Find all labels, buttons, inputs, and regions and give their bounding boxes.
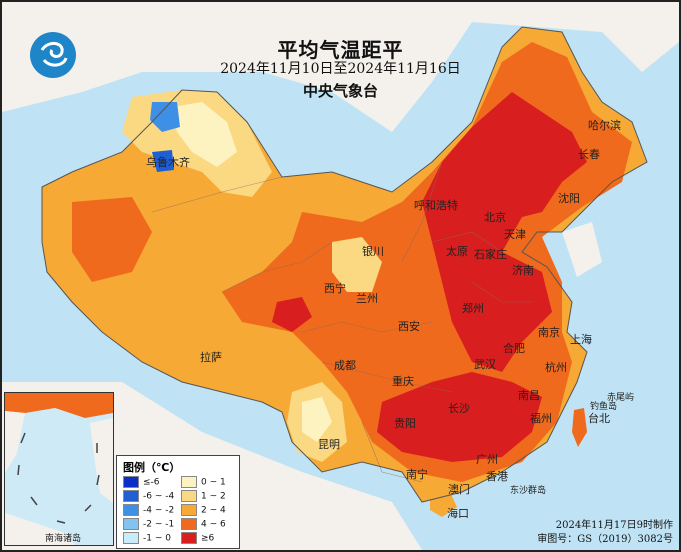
cma-logo (30, 32, 76, 78)
legend-swatch (181, 532, 197, 544)
south-china-sea-inset: 南海诸岛 (4, 392, 114, 546)
city-label: 西宁 (324, 282, 346, 295)
zone-4-6-west (72, 197, 152, 282)
city-label: 上海 (570, 333, 592, 346)
zone-cold-1 (150, 102, 180, 132)
city-label: 南宁 (406, 468, 428, 481)
city-label: 澳门 (448, 483, 470, 496)
legend-item: 4 ~ 6 (181, 518, 226, 530)
korea-japan (562, 222, 602, 277)
legend-swatch (123, 532, 139, 544)
legend-item: ≤-6 (123, 476, 160, 488)
city-label: 广州 (476, 453, 498, 466)
city-label: 台北 (588, 412, 610, 425)
city-label: 南昌 (518, 389, 540, 402)
legend-swatch (123, 476, 139, 488)
city-label: 哈尔滨 (588, 119, 621, 132)
zone-0-1-nw (172, 102, 237, 167)
zone-ge6-south (377, 372, 542, 462)
legend-title: 图例（℃） (123, 461, 181, 474)
city-label: 福州 (530, 412, 552, 425)
city-label: 沈阳 (558, 192, 580, 205)
city-label: 银川 (362, 245, 384, 258)
legend-item: -2 ~ -1 (123, 518, 174, 530)
legend-swatch (181, 490, 197, 502)
approval-number: 审图号：GS（2019）3082号 (537, 534, 673, 545)
china-border (41, 26, 648, 503)
inset-label: 南海诸岛 (45, 534, 82, 544)
legend-item: 1 ~ 2 (181, 490, 226, 502)
city-label: 成都 (334, 359, 356, 372)
zone-cold-2 (152, 150, 174, 172)
city-label: 太原 (446, 245, 468, 258)
taiwan (572, 408, 587, 447)
legend-swatch (123, 490, 139, 502)
city-label: 海口 (447, 507, 469, 520)
legend-swatch (181, 504, 197, 516)
city-label: 拉萨 (200, 351, 222, 364)
legend-swatch (123, 518, 139, 530)
legend-item: -1 ~ 0 (123, 532, 171, 544)
island-label: 赤尾屿 (607, 393, 635, 403)
city-label: 贵阳 (394, 417, 416, 430)
city-label: 合肥 (503, 342, 525, 355)
city-label: 长春 (578, 148, 600, 161)
nine-dash-line (17, 432, 100, 524)
zone-ge6-west (272, 297, 312, 332)
made-time: 2024年11月17日9时制作 (555, 520, 673, 531)
city-label: 北京 (484, 211, 506, 224)
legend-swatch (181, 518, 197, 530)
inset-map (5, 393, 113, 545)
neighbor-land (2, 2, 679, 132)
city-label: 武汉 (474, 358, 496, 371)
legend-swatch (181, 476, 197, 488)
island-label: 东沙群岛 (510, 486, 547, 496)
city-label: 南京 (538, 326, 560, 339)
city-label: 长沙 (448, 402, 470, 415)
city-label: 郑州 (462, 302, 484, 315)
island-label: 钓鱼岛 (590, 402, 618, 412)
swirl-icon (32, 34, 74, 76)
city-label: 呼和浩特 (414, 199, 458, 212)
legend-item: -4 ~ -2 (123, 504, 174, 516)
map-period: 2024年11月10日至2024年11月16日 (220, 61, 461, 77)
legend-item: ≥6 (181, 532, 214, 544)
city-label: 兰州 (356, 292, 378, 305)
city-label: 香港 (486, 470, 508, 483)
zone-1-2-center (332, 237, 382, 292)
legend-swatch (123, 504, 139, 516)
legend-item: 0 ~ 1 (181, 476, 226, 488)
legend-item: -6 ~ -4 (123, 490, 174, 502)
city-label: 杭州 (545, 361, 567, 374)
city-label: 石家庄 (474, 248, 507, 261)
map-title: 平均气温距平 (277, 38, 404, 62)
zone-0-1-sw (302, 397, 332, 442)
city-label: 济南 (512, 264, 534, 277)
city-label: 昆明 (318, 438, 340, 451)
legend-box: 图例（℃） ≤-6 -6 ~ -4 -4 ~ -2 -2 ~ -1 -1 ~ 0… (116, 455, 240, 549)
city-label: 乌鲁木齐 (146, 156, 190, 169)
city-label: 天津 (504, 228, 526, 241)
province-boundaries (151, 161, 532, 483)
city-label: 西安 (398, 320, 420, 333)
city-label: 重庆 (392, 375, 414, 388)
legend-item: 2 ~ 4 (181, 504, 226, 516)
map-agency: 中央气象台 (302, 82, 378, 100)
zone-ge6-north (422, 92, 587, 372)
